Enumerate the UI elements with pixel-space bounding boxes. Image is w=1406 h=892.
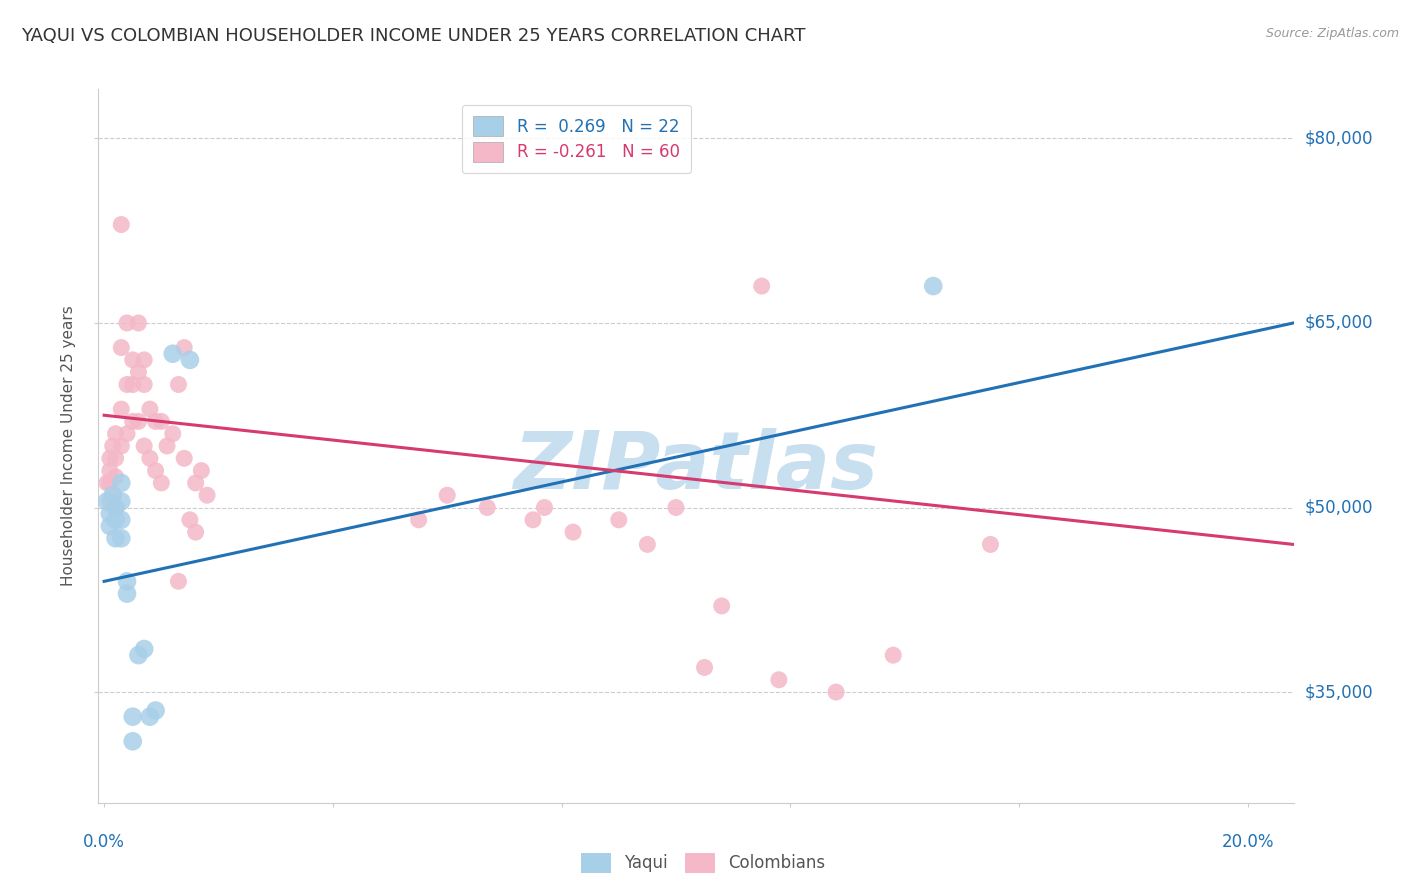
Point (179, 513, 201, 527)
Point (104, 500, 127, 515)
Point (127, 365, 149, 379)
Point (768, 673, 790, 687)
Point (110, 218, 132, 232)
Text: ZIPatlas: ZIPatlas (513, 428, 879, 507)
Point (115, 587, 138, 601)
Point (145, 704, 167, 718)
Text: YAQUI VS COLOMBIAN HOUSEHOLDER INCOME UNDER 25 YEARS CORRELATION CHART: YAQUI VS COLOMBIAN HOUSEHOLDER INCOME UN… (21, 27, 806, 45)
Point (115, 316, 138, 330)
Point (121, 414, 143, 428)
Point (156, 439, 179, 453)
Point (121, 709, 143, 723)
Point (710, 599, 733, 613)
Text: 0.0%: 0.0% (83, 833, 125, 851)
Point (825, 685, 848, 699)
Point (101, 488, 124, 502)
Point (110, 341, 132, 355)
Point (522, 513, 544, 527)
Point (127, 648, 149, 662)
Point (184, 525, 207, 540)
Point (882, 648, 904, 662)
Point (96, 475, 118, 490)
Point (127, 316, 149, 330)
Point (110, 475, 132, 490)
Point (922, 279, 945, 293)
Point (134, 439, 156, 453)
Y-axis label: Householder Income Under 25 years: Householder Income Under 25 years (60, 306, 76, 586)
Point (693, 660, 716, 674)
Point (96, 494, 118, 508)
Point (134, 642, 156, 657)
Point (562, 525, 585, 540)
Point (98, 494, 121, 508)
Point (98, 519, 121, 533)
Point (162, 347, 184, 361)
Legend: Yaqui, Colombians: Yaqui, Colombians (574, 847, 832, 880)
Point (101, 488, 124, 502)
Text: $80,000: $80,000 (1305, 129, 1374, 147)
Point (104, 451, 127, 466)
Point (115, 377, 138, 392)
Text: $50,000: $50,000 (1305, 499, 1374, 516)
Point (104, 469, 127, 483)
Point (533, 500, 555, 515)
Point (173, 451, 195, 466)
Point (98, 464, 121, 478)
Point (98, 451, 121, 466)
Point (115, 574, 138, 589)
Point (408, 513, 430, 527)
Legend: R =  0.269   N = 22, R = -0.261   N = 60: R = 0.269 N = 22, R = -0.261 N = 60 (461, 104, 692, 173)
Point (110, 531, 132, 545)
Point (110, 439, 132, 453)
Text: $35,000: $35,000 (1305, 683, 1374, 701)
Point (607, 513, 630, 527)
Point (145, 464, 167, 478)
Point (167, 574, 190, 589)
Point (127, 414, 149, 428)
Text: Source: ZipAtlas.com: Source: ZipAtlas.com (1265, 27, 1399, 40)
Point (665, 500, 688, 515)
Text: 20.0%: 20.0% (1222, 833, 1274, 851)
Point (115, 426, 138, 441)
Point (184, 475, 207, 490)
Point (979, 537, 1001, 551)
Point (162, 426, 184, 441)
Point (110, 402, 132, 417)
Point (436, 488, 458, 502)
Point (104, 513, 127, 527)
Point (751, 279, 773, 293)
Point (104, 500, 127, 515)
Point (98, 507, 121, 521)
Point (167, 377, 190, 392)
Text: $65,000: $65,000 (1305, 314, 1374, 332)
Point (195, 488, 218, 502)
Point (173, 341, 195, 355)
Point (179, 352, 201, 367)
Point (145, 414, 167, 428)
Point (121, 377, 143, 392)
Point (636, 537, 658, 551)
Point (139, 709, 162, 723)
Point (190, 464, 212, 478)
Point (110, 494, 132, 508)
Point (110, 513, 132, 527)
Point (134, 377, 156, 392)
Point (121, 734, 143, 748)
Point (121, 352, 143, 367)
Point (134, 352, 156, 367)
Point (104, 426, 127, 441)
Point (150, 475, 173, 490)
Point (477, 500, 499, 515)
Point (104, 531, 127, 545)
Point (139, 402, 162, 417)
Point (98, 475, 121, 490)
Point (101, 439, 124, 453)
Point (139, 451, 162, 466)
Point (150, 414, 173, 428)
